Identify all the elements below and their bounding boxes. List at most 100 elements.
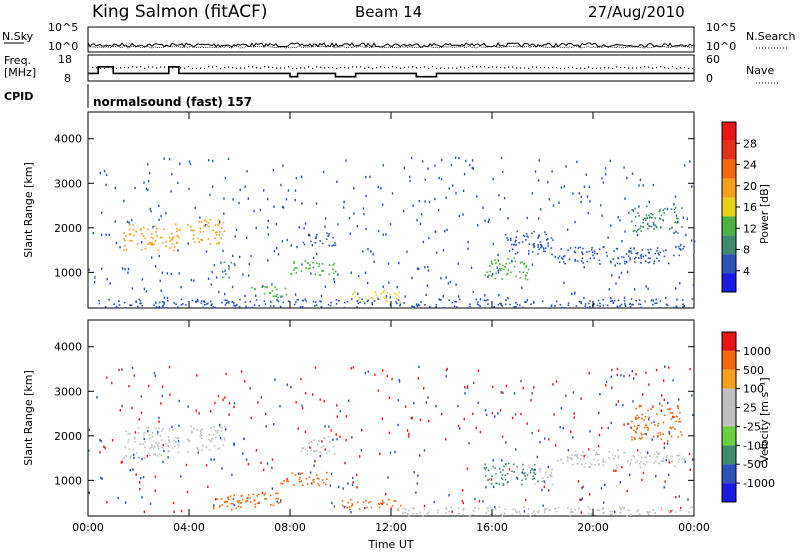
y-tick-label: 4000 bbox=[54, 133, 82, 146]
nave-point bbox=[216, 66, 218, 68]
scatter-cell bbox=[504, 265, 506, 268]
colorbar-segment bbox=[722, 235, 736, 255]
noise-cell bbox=[403, 209, 405, 213]
noise-cell bbox=[233, 405, 235, 409]
scatter-cell bbox=[523, 262, 526, 264]
noise-cell bbox=[419, 222, 422, 225]
nave-point bbox=[332, 66, 334, 69]
noise-cell bbox=[664, 480, 666, 483]
scatter-cell bbox=[381, 499, 384, 502]
scatter-cell bbox=[635, 299, 638, 302]
scatter-cell bbox=[639, 452, 642, 454]
scatter-cell bbox=[504, 478, 507, 481]
noise-cell bbox=[225, 372, 227, 376]
noise-cell bbox=[170, 272, 172, 276]
nave-point bbox=[544, 66, 546, 69]
scatter-cell bbox=[593, 257, 595, 259]
scatter-cell bbox=[113, 303, 115, 305]
colorbar-tick-label: 8 bbox=[743, 244, 750, 257]
scatter-cell bbox=[515, 511, 518, 514]
noise-cell bbox=[565, 165, 567, 168]
scatter-cell bbox=[187, 224, 189, 226]
scatter-cell bbox=[575, 305, 578, 307]
nave-point bbox=[260, 67, 262, 69]
scatter-cell bbox=[531, 251, 534, 253]
scatter-cell bbox=[228, 276, 230, 279]
scatter-cell bbox=[152, 447, 155, 449]
scatter-cell bbox=[635, 256, 637, 259]
scatter-cell bbox=[630, 459, 633, 461]
noise-cell bbox=[390, 507, 392, 510]
scatter-cell bbox=[224, 439, 226, 441]
scatter-cell bbox=[669, 228, 671, 230]
scatter-cell bbox=[301, 299, 304, 302]
scatter-cell bbox=[649, 257, 651, 260]
noise-cell bbox=[637, 449, 639, 452]
scatter-cell bbox=[497, 303, 500, 306]
scatter-cell bbox=[602, 246, 605, 248]
scatter-cell bbox=[269, 292, 272, 295]
colorbar-segment bbox=[722, 122, 736, 141]
scatter-cell bbox=[249, 497, 251, 500]
nave-point bbox=[172, 67, 174, 69]
scatter-cell bbox=[176, 437, 178, 439]
scatter-cell bbox=[287, 480, 290, 483]
scatter-cell bbox=[537, 246, 539, 248]
noise-cell bbox=[601, 214, 603, 217]
scatter-cell bbox=[253, 304, 256, 306]
x-axis-label: Time UT bbox=[367, 538, 413, 551]
noise-cell bbox=[297, 427, 299, 430]
scatter-cell bbox=[559, 458, 562, 461]
scatter-cell bbox=[680, 434, 683, 436]
scatter-cell bbox=[218, 434, 220, 436]
scatter-cell bbox=[455, 306, 458, 308]
nave-point bbox=[472, 66, 474, 68]
scatter-cell bbox=[221, 301, 223, 304]
scatter-cell bbox=[207, 238, 210, 240]
noise-cell bbox=[324, 225, 326, 228]
noise-cell bbox=[280, 499, 282, 502]
noise-cell bbox=[451, 510, 453, 513]
scatter-cell bbox=[180, 304, 183, 306]
scatter-cell bbox=[642, 221, 644, 224]
scatter-cell bbox=[462, 507, 465, 510]
colorbar-tick-label: 28 bbox=[743, 137, 757, 150]
scatter-cell bbox=[139, 443, 142, 445]
scatter-cell bbox=[279, 501, 282, 503]
scatter-cell bbox=[641, 413, 644, 416]
scatter-cell bbox=[224, 299, 227, 301]
nave-point bbox=[516, 67, 518, 69]
scatter-cell bbox=[132, 224, 134, 226]
noise-cell bbox=[406, 429, 409, 432]
scatter-cell bbox=[646, 426, 649, 428]
noise-cell bbox=[257, 401, 259, 404]
colorbar-tick-label: -100 bbox=[743, 439, 768, 452]
noise-cell bbox=[382, 164, 384, 167]
scatter-cell bbox=[214, 224, 217, 226]
scatter-cell bbox=[569, 247, 572, 249]
noise-cell bbox=[684, 460, 686, 463]
scatter-cell bbox=[623, 256, 625, 259]
noise-cell bbox=[425, 401, 427, 404]
scatter-cell bbox=[212, 306, 214, 308]
noise-cell bbox=[494, 505, 496, 509]
noise-cell bbox=[455, 283, 457, 286]
noise-cell bbox=[140, 395, 142, 398]
noise-cell bbox=[205, 464, 208, 467]
noise-cell bbox=[126, 220, 129, 223]
scatter-cell bbox=[327, 303, 330, 306]
scatter-cell bbox=[367, 299, 369, 302]
scatter-cell bbox=[543, 511, 546, 514]
nave-point bbox=[532, 66, 534, 68]
noise-cell bbox=[337, 273, 339, 276]
scatter-cell bbox=[162, 304, 165, 307]
colorbar-segment bbox=[722, 216, 736, 236]
noise-cell bbox=[693, 240, 696, 243]
scatter-cell bbox=[343, 301, 346, 304]
scatter-cell bbox=[516, 511, 518, 513]
power-x-axis bbox=[87, 112, 695, 308]
scatter-cell bbox=[563, 261, 565, 263]
scatter-cell bbox=[583, 457, 585, 460]
noise-cell bbox=[548, 489, 550, 492]
noise-cell bbox=[300, 377, 302, 381]
